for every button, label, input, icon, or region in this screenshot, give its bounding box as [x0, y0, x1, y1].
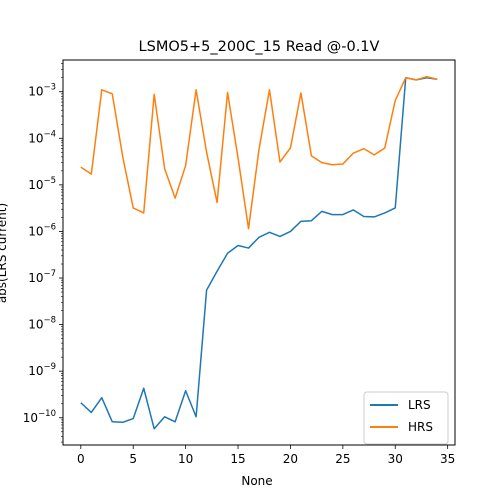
y-tick-label: 10−9 — [28, 362, 56, 378]
y-tick-label: 10−7 — [28, 269, 56, 285]
x-tick-label: 15 — [230, 452, 245, 466]
x-tick-label: 30 — [388, 452, 403, 466]
y-tick-label: 10−8 — [28, 316, 56, 332]
legend-label-lrs: LRS — [408, 398, 431, 412]
chart-title: LSMO5+5_200C_15 Read @-0.1V — [139, 39, 380, 55]
series-line-hrs — [80, 75, 438, 230]
x-tick-label: 25 — [335, 452, 350, 466]
legend-box — [363, 391, 449, 445]
legend: LRS HRS — [363, 391, 449, 445]
y-tick-label: 10−10 — [23, 409, 56, 425]
x-axis-ticks: 0 5 10 15 20 25 30 35 — [77, 445, 455, 466]
series-layer — [80, 75, 438, 430]
x-tick-label: 10 — [178, 452, 193, 466]
legend-label-hrs: HRS — [408, 420, 433, 434]
plot-frame — [62, 59, 456, 446]
y-tick-label: 10−3 — [28, 83, 56, 99]
y-tick-label: 10−5 — [28, 176, 56, 192]
x-tick-label: 20 — [283, 452, 298, 466]
x-tick-label: 5 — [129, 452, 137, 466]
y-tick-label: 10−4 — [28, 129, 56, 145]
y-tick-label: 10−6 — [28, 222, 56, 238]
x-tick-label: 0 — [77, 452, 85, 466]
series-line-lrs — [80, 76, 438, 430]
x-tick-label: 35 — [440, 452, 455, 466]
y-axis-ticks: 10−10 10−9 10−8 10−7 10−6 10−5 10−4 10−3 — [23, 63, 63, 443]
x-axis-label: None — [241, 474, 272, 488]
y-axis-label: abs(LRS current) — [0, 203, 9, 303]
